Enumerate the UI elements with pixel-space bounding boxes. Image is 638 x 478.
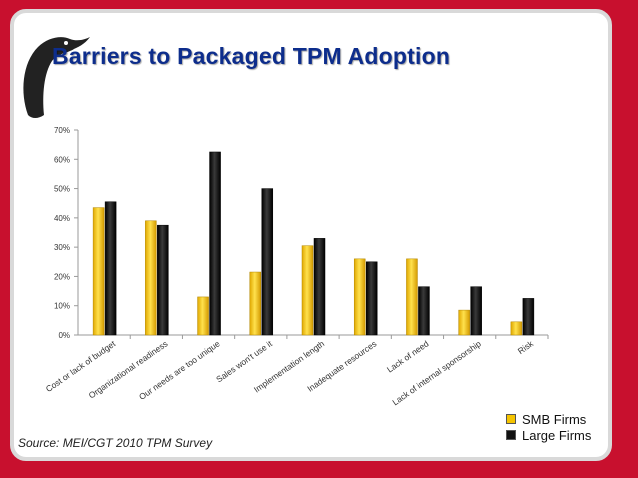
source-note: Source: MEI/CGT 2010 TPM Survey xyxy=(18,436,213,450)
y-tick-label: 20% xyxy=(54,272,70,281)
category-label: Risk xyxy=(516,338,536,356)
y-tick-label: 70% xyxy=(54,126,70,135)
bar-smb xyxy=(458,309,470,336)
legend-label-smb: SMB Firms xyxy=(522,411,587,427)
legend-item-large: Large Firms xyxy=(506,427,591,443)
bar-smb xyxy=(406,258,418,336)
y-tick-label: 60% xyxy=(54,155,70,164)
y-tick-label: 10% xyxy=(54,302,70,311)
bar-smb xyxy=(197,296,209,336)
y-tick-label: 30% xyxy=(54,243,70,252)
slide-panel: Barriers to Packaged TPM Adoption 0% 10% 2… xyxy=(10,9,612,461)
bar-large xyxy=(209,151,221,336)
penguin-logo-icon xyxy=(23,37,91,118)
legend-swatch-smb xyxy=(506,414,516,424)
y-tick-label: 0% xyxy=(58,331,70,340)
legend-item-smb: SMB Firms xyxy=(506,411,591,427)
bar-smb xyxy=(145,220,157,336)
bar-large xyxy=(313,238,326,336)
y-tick-label: 50% xyxy=(54,185,70,194)
bar-smb xyxy=(510,321,523,336)
bar-large xyxy=(157,224,169,336)
bar-smb xyxy=(301,245,314,336)
category-label: Lack of internal sponsorship xyxy=(390,338,483,407)
bar-large xyxy=(470,286,482,336)
bar-large xyxy=(522,298,535,336)
category-label: Lack of need xyxy=(385,338,431,374)
bar-large xyxy=(365,261,378,336)
bar-smb xyxy=(249,271,262,336)
bar-smb xyxy=(92,207,105,336)
legend-label-large: Large Firms xyxy=(522,427,592,443)
bar-large xyxy=(418,286,430,336)
bar-smb xyxy=(353,258,366,336)
legend-swatch-large xyxy=(506,430,516,440)
slide-title: Barriers to Packaged TPM Adoption xyxy=(52,43,451,69)
bar-large xyxy=(104,201,117,336)
y-tick-label: 40% xyxy=(54,214,70,223)
bar-chart: 0%10%20%30%40%50%60%70%Cost or lack of b… xyxy=(44,126,549,407)
bar-large xyxy=(261,188,274,336)
chart-legend: SMB Firms Large Firms xyxy=(506,411,591,443)
